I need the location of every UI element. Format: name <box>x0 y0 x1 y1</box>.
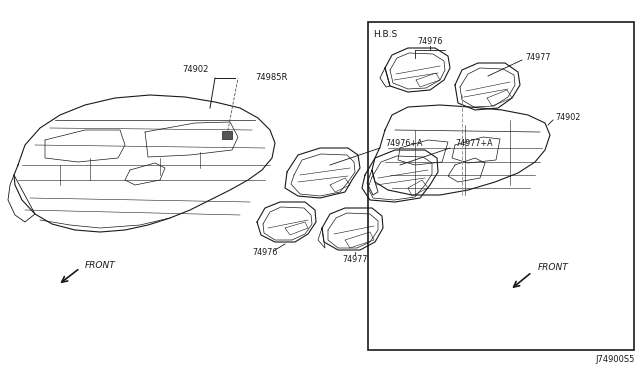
Text: 74976: 74976 <box>252 248 278 257</box>
Text: 74902: 74902 <box>182 65 208 74</box>
Text: 74977+A: 74977+A <box>455 138 493 148</box>
Bar <box>222 131 232 139</box>
Text: 74985R: 74985R <box>255 74 287 83</box>
Text: FRONT: FRONT <box>538 263 569 273</box>
Text: 74977: 74977 <box>342 255 368 264</box>
Text: 74976: 74976 <box>417 38 443 46</box>
Text: J74900S5: J74900S5 <box>596 355 635 364</box>
Text: FRONT: FRONT <box>85 260 116 269</box>
Text: H.B.S: H.B.S <box>373 30 397 39</box>
Bar <box>368 22 634 350</box>
Text: 74902: 74902 <box>555 113 580 122</box>
Text: 74977: 74977 <box>525 54 550 62</box>
Text: 74976+A: 74976+A <box>385 138 422 148</box>
